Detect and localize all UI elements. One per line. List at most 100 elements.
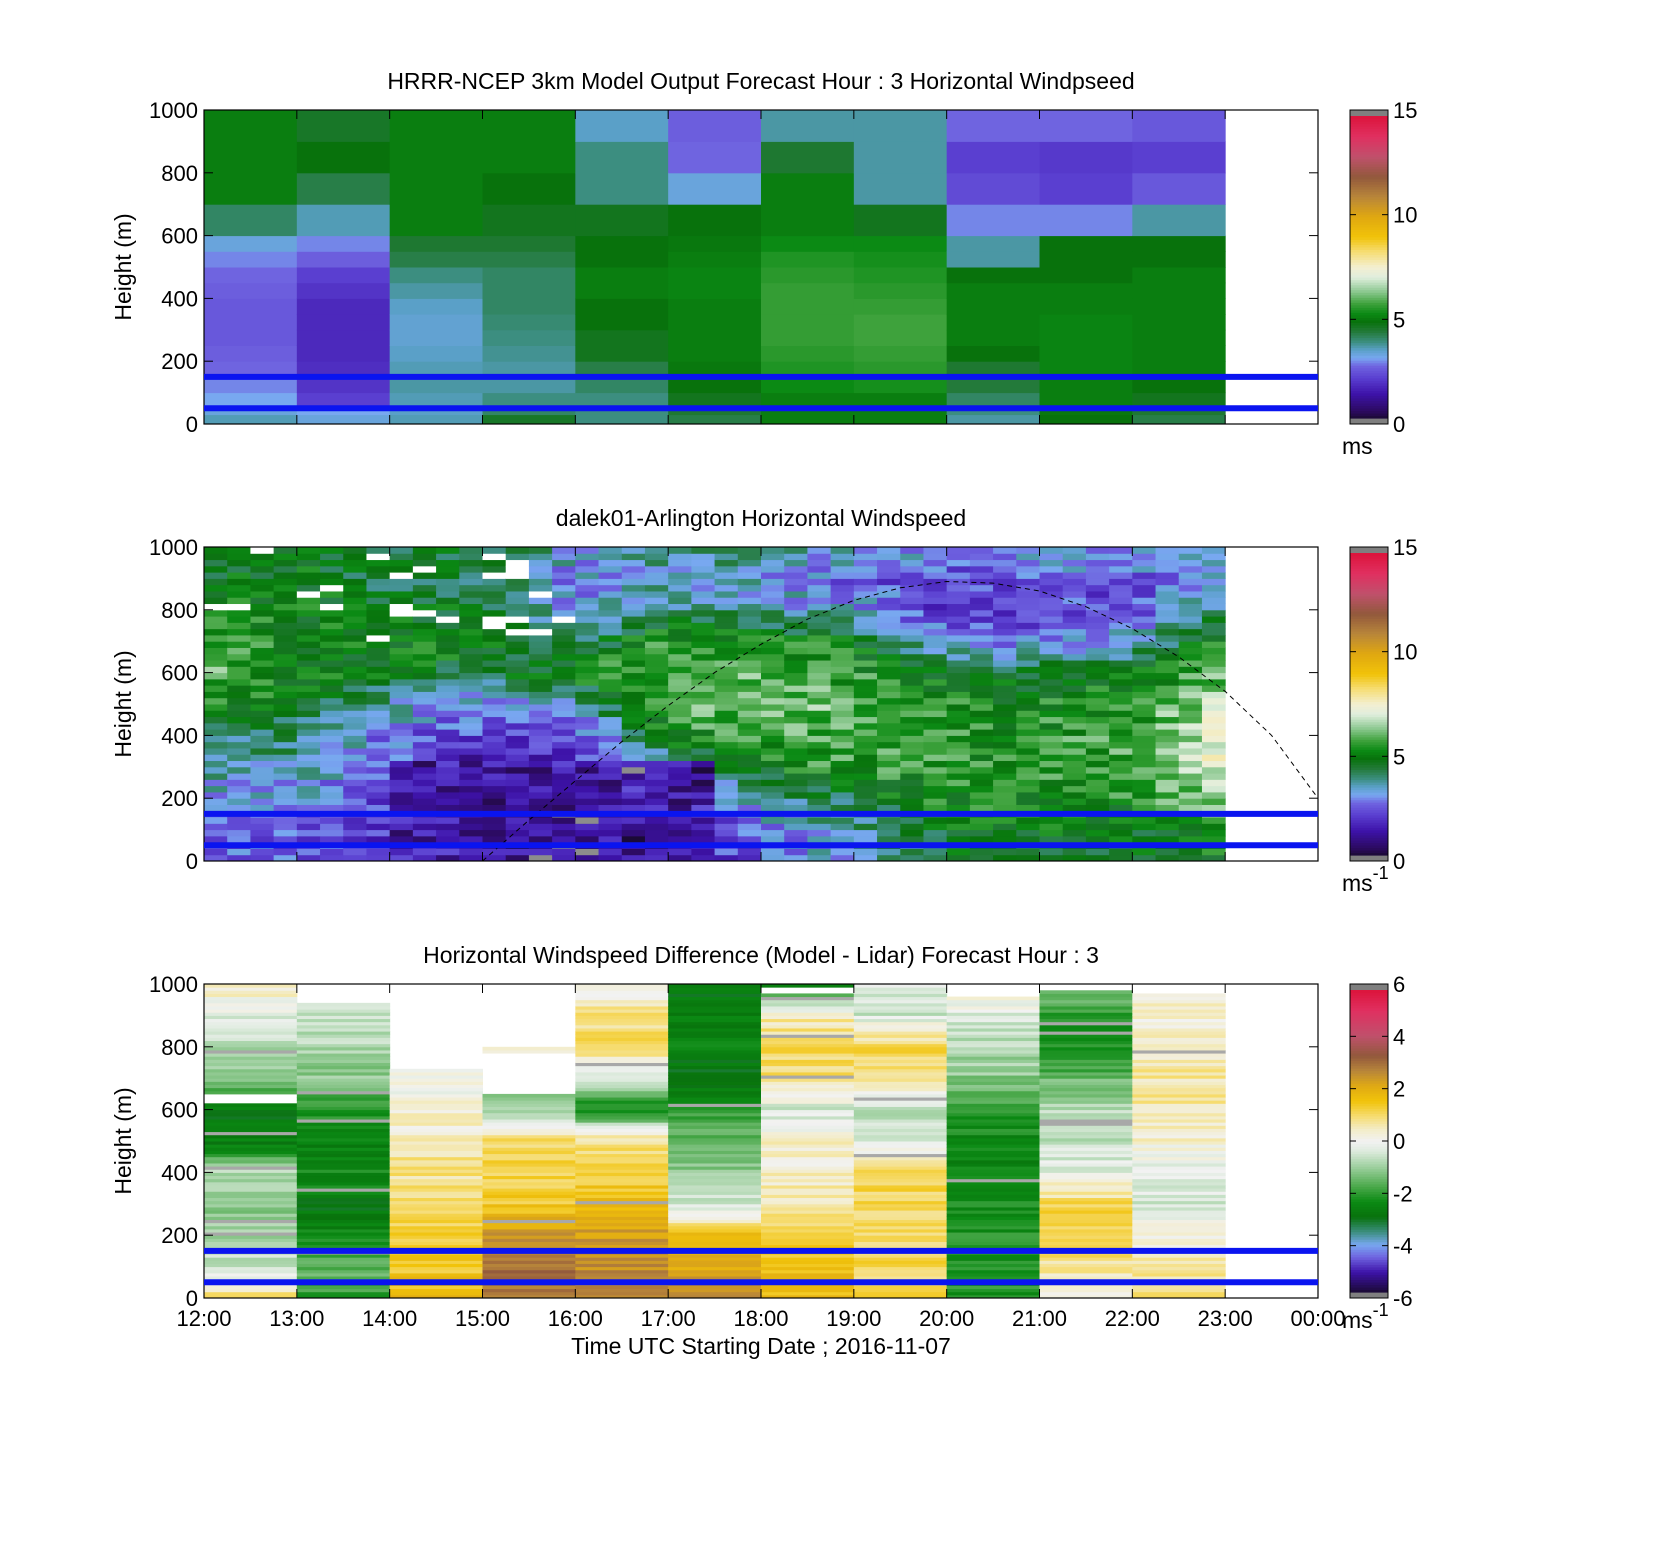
heatmap-cell (644, 622, 669, 630)
heatmap-cell (1039, 754, 1064, 762)
heatmap-cell (853, 1241, 948, 1246)
heatmap-cell (296, 1172, 391, 1177)
heatmap-cell (296, 1159, 391, 1164)
heatmap-cell (459, 848, 483, 856)
heatmap-cell (830, 722, 855, 730)
heatmap-cell (1039, 565, 1064, 573)
colorbar-segment (1350, 163, 1388, 167)
heatmap-cell (482, 1276, 576, 1280)
heatmap-cell (784, 653, 808, 661)
colorbar-segment (1350, 1173, 1388, 1177)
heatmap-cell (668, 1181, 762, 1186)
heatmap-cell (296, 1291, 391, 1296)
heatmap-cell (296, 141, 391, 174)
heatmap-cell (946, 996, 1040, 1001)
heatmap-cell (668, 1162, 762, 1167)
heatmap-cell (668, 722, 692, 730)
heatmap-cell (969, 559, 994, 567)
heatmap-cell (296, 773, 321, 780)
heatmap-cell (1016, 616, 1040, 623)
heatmap-cell (946, 298, 1040, 315)
heatmap-cell (343, 785, 367, 793)
heatmap-cell (1039, 785, 1064, 793)
heatmap-cell (482, 235, 576, 252)
heatmap-cell (1132, 204, 1226, 237)
heatmap-cell (668, 1232, 762, 1236)
heatmap-cell (482, 1166, 576, 1170)
heatmap-cell (204, 1115, 298, 1120)
heatmap-cell (389, 747, 414, 755)
heatmap-cell (1109, 716, 1133, 724)
heatmap-cell (969, 704, 994, 711)
heatmap-cell (1085, 804, 1110, 812)
heatmap-cell (621, 653, 646, 661)
heatmap-cell (993, 597, 1017, 605)
heatmap-cell (993, 829, 1017, 837)
heatmap-cell (412, 773, 437, 780)
colorbar-segment (1350, 274, 1388, 278)
heatmap-cell (946, 1191, 1040, 1195)
heatmap-cell (1016, 590, 1040, 598)
heatmap-cell (830, 641, 855, 648)
heatmap-cell (482, 1172, 576, 1177)
heatmap-cell (1085, 565, 1110, 573)
heatmap-cell (296, 565, 321, 573)
heatmap-cell (1132, 1244, 1226, 1249)
heatmap-cell (1155, 641, 1180, 648)
colorbar-segment (1350, 787, 1388, 791)
heatmap-cell (830, 603, 855, 611)
heatmap-cell (853, 817, 878, 824)
heatmap-cell (830, 779, 855, 787)
heatmap-cell (320, 835, 344, 843)
heatmap-cell (320, 735, 344, 743)
heatmap-cell (993, 798, 1017, 805)
heatmap-cell (900, 779, 924, 787)
heatmap-cell (1178, 628, 1203, 636)
heatmap-cell (946, 1197, 1040, 1202)
heatmap-cell (1132, 1266, 1226, 1271)
heatmap-cell (1178, 785, 1203, 793)
heatmap-cell (389, 754, 414, 762)
heatmap-cell (1085, 835, 1110, 843)
heatmap-cell (575, 1159, 669, 1164)
colorbar-segment (1350, 334, 1388, 339)
heatmap-cell (830, 823, 855, 831)
heatmap-cell (1132, 282, 1226, 299)
heatmap-cell (1039, 697, 1064, 705)
x-tick-label: 18:00 (733, 1306, 788, 1331)
heatmap-cell (1132, 1081, 1226, 1085)
heatmap-cell (250, 597, 275, 605)
heatmap-cell (296, 1097, 391, 1101)
heatmap-cell (621, 641, 646, 648)
heatmap-cell (598, 716, 623, 724)
heatmap-cell (505, 722, 530, 730)
heatmap-cell (296, 1005, 391, 1010)
heatmap-cell (436, 653, 460, 661)
heatmap-cell (1132, 616, 1157, 623)
heatmap-cell (946, 999, 1040, 1004)
heatmap-cell (1155, 547, 1180, 554)
heatmap-cell (923, 672, 948, 680)
heatmap-cell (1039, 559, 1064, 567)
heatmap-cell (598, 829, 623, 837)
heatmap-cell (552, 773, 576, 780)
heatmap-cell (505, 603, 530, 611)
heatmap-cell (505, 798, 530, 805)
colorbar-under (1350, 418, 1388, 424)
heatmap-cell (528, 697, 553, 705)
heatmap-cell (1132, 1238, 1226, 1242)
heatmap-cell (273, 848, 298, 856)
heatmap-cell (1132, 1219, 1226, 1224)
heatmap-cell (1155, 660, 1180, 667)
heatmap-cell (436, 704, 460, 711)
heatmap-cell (923, 641, 948, 648)
heatmap-cell (807, 716, 832, 724)
x-axis-labels: 12:00 13:00 14:00 15:00 16:00 17:00 18:00 19:00… (176, 1306, 1345, 1359)
heatmap-cell (296, 1009, 391, 1013)
heatmap-cell (204, 1103, 298, 1107)
heatmap-cell (366, 848, 391, 856)
heatmap-cell (853, 141, 948, 174)
heatmap-cell (761, 376, 855, 394)
heatmap-cell (668, 1034, 762, 1038)
heatmap-cell (969, 722, 994, 730)
